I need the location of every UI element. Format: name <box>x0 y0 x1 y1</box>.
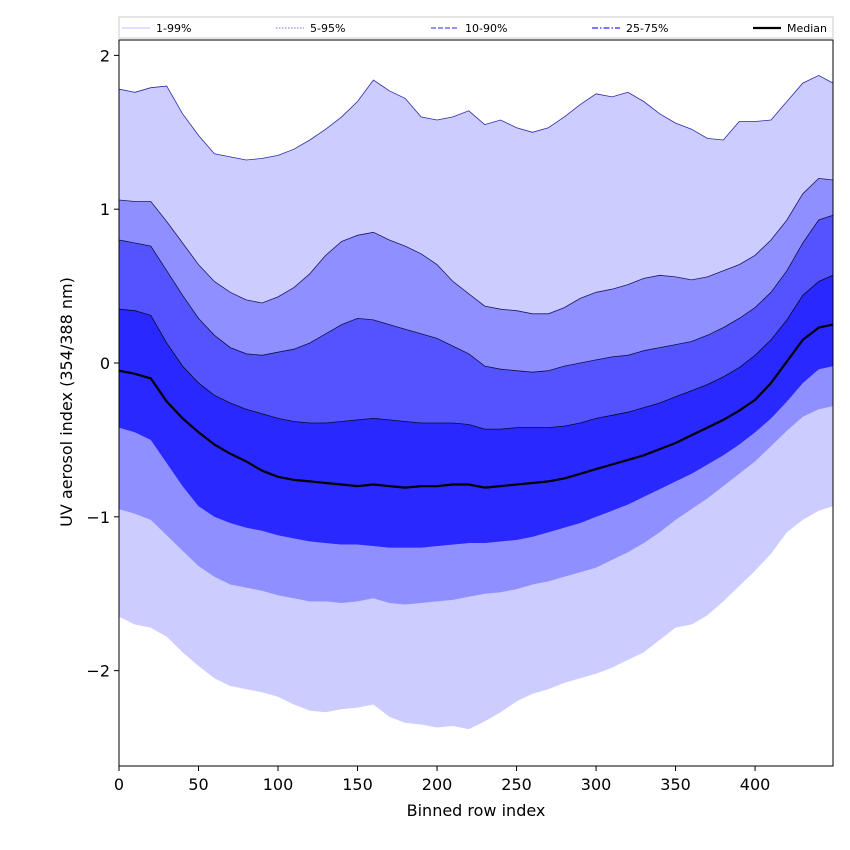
median-line <box>118 323 834 489</box>
legend: 1-99% 5-95% 10-90% 25-75% Median <box>118 16 834 39</box>
x-tick-label: 150 <box>342 775 373 794</box>
y-tick-label: 2 <box>100 46 110 65</box>
y-tick-label: −1 <box>86 508 110 527</box>
y-tick-label: −2 <box>86 662 110 681</box>
legend-label-25-75: 25-75% <box>626 22 668 35</box>
band-group <box>118 74 834 730</box>
band-edge-10-90 <box>118 214 834 373</box>
x-tick-label: 250 <box>501 775 532 794</box>
legend-label-5-95: 5-95% <box>310 22 345 35</box>
band-edge-1-99 <box>118 74 834 161</box>
plot-frame <box>118 39 834 767</box>
x-tick-label: 50 <box>188 775 208 794</box>
x-tick-label: 0 <box>114 775 124 794</box>
x-tick-label: 300 <box>581 775 612 794</box>
y-axis-label: UV aerosol index (354/388 nm) <box>57 277 76 527</box>
x-tick-label: 350 <box>660 775 691 794</box>
band-edge-25-75 <box>118 274 834 430</box>
median-group <box>118 323 834 489</box>
legend-label-1-99: 1-99% <box>156 22 191 35</box>
legend-label-10-90: 10-90% <box>465 22 507 35</box>
axes-group: 0 50 100 150 200 250 300 350 400 −2 −1 0 1 2 <box>86 39 834 794</box>
y-tick-label: 0 <box>100 354 110 373</box>
x-tick-label: 100 <box>263 775 294 794</box>
x-tick-label: 400 <box>740 775 771 794</box>
y-tick-label: 1 <box>100 200 110 219</box>
band-edge-5-95 <box>118 177 834 315</box>
legend-frame <box>118 16 834 39</box>
x-axis-label: Binned row index <box>407 801 546 820</box>
x-tick-label: 200 <box>422 775 453 794</box>
legend-label-median: Median <box>787 22 827 35</box>
